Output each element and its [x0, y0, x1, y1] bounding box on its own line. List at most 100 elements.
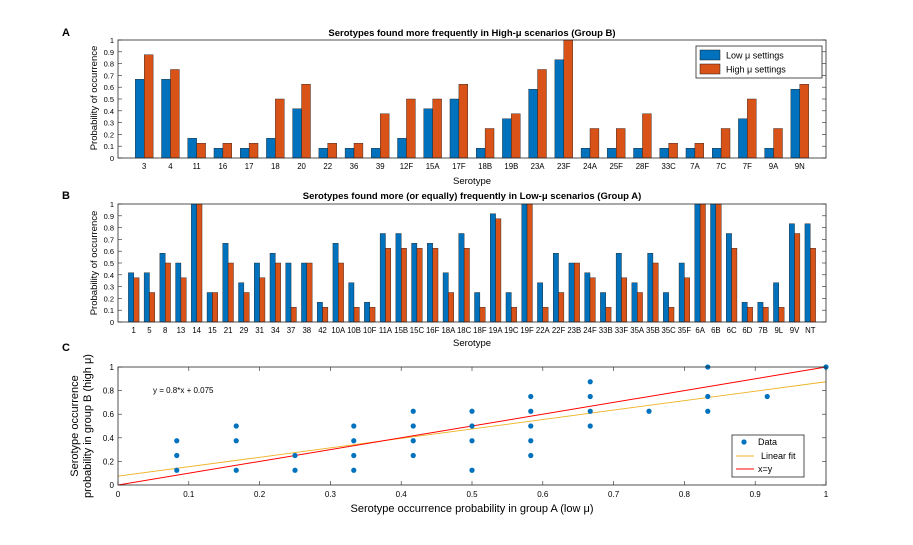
a-bar-high — [353, 143, 364, 159]
b-xtick-label: 6D — [742, 326, 752, 335]
panel-b-axes-box — [117, 203, 827, 323]
b-bar-high — [290, 307, 297, 323]
a-xtick-label: 17 — [245, 162, 254, 171]
c-xtick-label: 0.8 — [679, 490, 691, 499]
b-bar-high — [322, 307, 329, 323]
b-bar-low — [395, 233, 402, 323]
a-bar-high — [275, 98, 285, 159]
c-ytick-label: 0.4 — [103, 434, 115, 443]
scatter-point — [587, 393, 593, 400]
b-xtick-label: NT — [805, 326, 816, 335]
a-ytick-label: 0.9 — [104, 48, 114, 57]
b-bar-low — [773, 282, 780, 323]
scatter-point — [351, 452, 357, 459]
c-xtick-label: 0.2 — [254, 490, 266, 499]
a-bar-high — [222, 143, 233, 159]
a-xtick-label: 16 — [219, 162, 228, 171]
a-ytick-label: 0.1 — [104, 142, 114, 151]
b-xtick-label: 18C — [457, 326, 472, 335]
a-bar-low — [318, 148, 328, 159]
scatter-point — [351, 423, 357, 429]
a-xtick-label: 20 — [297, 162, 306, 171]
a-bar-high — [248, 143, 259, 159]
a-bar-high — [747, 98, 757, 159]
panel-c-xlabel: Serotype occurrence probability in group… — [351, 503, 594, 515]
legend-label-low: Low μ settings — [726, 51, 784, 61]
b-xtick-label: 1 — [132, 326, 136, 335]
scatter-point — [233, 423, 239, 429]
b-bar-low — [285, 262, 292, 323]
panel-c-axes-box — [117, 366, 827, 486]
b-bar-high — [243, 292, 250, 323]
a-bar-low — [633, 148, 643, 159]
b-xtick-label: 33B — [599, 326, 613, 335]
c-xtick-label: 0 — [116, 490, 121, 499]
b-xtick-label: 7B — [758, 326, 768, 335]
a-xtick-label: 17F — [452, 162, 466, 171]
b-bar-low — [505, 292, 512, 323]
a-bar-low — [423, 108, 433, 159]
b-bar-high — [133, 277, 140, 323]
b-xtick-label: 18A — [441, 326, 456, 335]
b-xtick-label: 16F — [426, 326, 440, 335]
b-bar-low — [474, 292, 481, 323]
a-xtick-label: 25F — [610, 162, 624, 171]
b-xtick-label: 35C — [662, 326, 677, 335]
c-xtick-label: 0.9 — [750, 490, 762, 499]
a-bar-high — [484, 128, 495, 159]
b-xtick-label: 33F — [615, 326, 629, 335]
b-bar-high — [353, 307, 360, 323]
b-bar-low — [301, 262, 307, 323]
scatter-point — [705, 393, 711, 400]
scatter-point — [469, 408, 475, 414]
a-xtick-label: 36 — [350, 162, 359, 171]
a-bar-high — [327, 143, 337, 159]
a-xtick-label: 19B — [504, 162, 518, 171]
b-bar-high — [495, 218, 502, 323]
b-bar-high — [164, 262, 171, 323]
b-bar-low — [584, 272, 591, 323]
a-xtick-label: 23F — [557, 162, 571, 171]
a-xtick-label: 7A — [690, 162, 700, 171]
b-xtick-label: 6A — [695, 326, 705, 335]
scatter-point — [587, 379, 593, 385]
b-bar-low — [191, 203, 197, 323]
a-xtick-label: 7F — [743, 162, 752, 171]
a-bar-low — [239, 148, 250, 159]
scatter-point — [528, 423, 534, 429]
b-xtick-label: 14 — [192, 326, 201, 335]
a-bar-high — [773, 128, 783, 159]
b-bar-low — [442, 272, 449, 323]
b-xtick-label: 34 — [271, 326, 280, 335]
b-xtick-label: 22F — [552, 326, 566, 335]
b-bar-low — [741, 302, 748, 323]
b-bar-low — [222, 243, 229, 323]
a-xtick-label: 4 — [168, 162, 173, 171]
b-bar-low — [663, 292, 669, 323]
scatter-point — [528, 393, 534, 400]
a-ytick-label: 0.2 — [104, 130, 114, 139]
scatter-point — [705, 408, 711, 414]
b-xtick-label: 42 — [318, 326, 327, 335]
c-ytick-label: 0 — [110, 481, 115, 490]
b-xtick-label: 8 — [163, 326, 167, 335]
panel-c-ylabel-line2: probability in group B (high μ) — [82, 354, 94, 498]
b-bar-low — [332, 243, 339, 323]
scatter-point — [764, 393, 770, 400]
a-xtick-label: 18B — [478, 162, 492, 171]
b-ytick-label: 1 — [110, 200, 114, 209]
scatter-point — [410, 438, 416, 444]
legend-label-data: Data — [758, 437, 777, 447]
b-bar-low — [710, 203, 717, 323]
a-ytick-label: 0 — [110, 154, 114, 163]
a-ytick-label: 0.6 — [104, 83, 114, 92]
b-bar-low — [316, 302, 323, 323]
b-bar-high — [574, 262, 580, 323]
a-xtick-label: 22 — [323, 162, 332, 171]
b-xtick-label: 10F — [363, 326, 377, 335]
b-bar-high — [762, 307, 769, 323]
b-bar-high — [589, 277, 596, 323]
c-ytick-label: 1 — [110, 363, 115, 372]
b-bar-high — [338, 262, 344, 323]
b-xtick-label: 11A — [379, 326, 393, 335]
